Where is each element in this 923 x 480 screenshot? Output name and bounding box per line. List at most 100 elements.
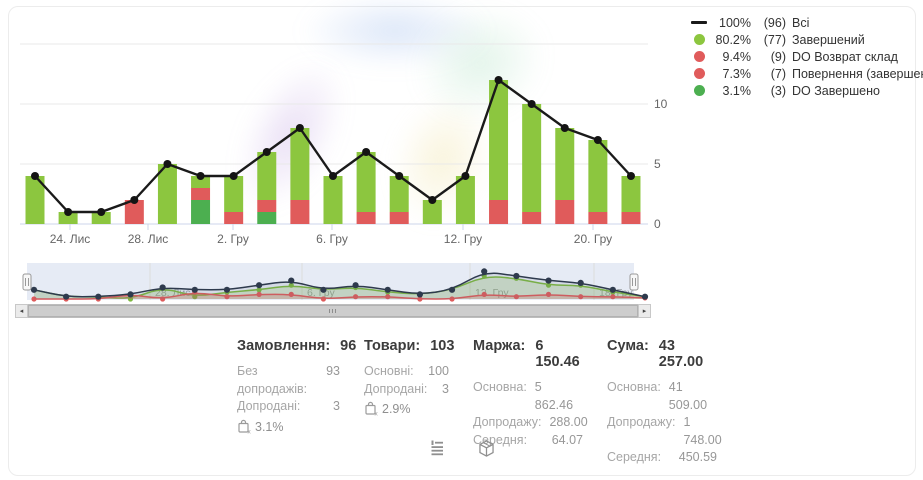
legend-percent: 80.2% xyxy=(715,32,751,47)
bar-segment[interactable] xyxy=(555,200,575,224)
scrollbar-track[interactable] xyxy=(28,304,638,318)
sum-row-value: 450.59 xyxy=(678,450,717,464)
margin-title: Маржа: xyxy=(473,338,526,354)
nav-total-series-point xyxy=(256,282,263,289)
goods-title: Товари: xyxy=(364,338,421,354)
legend-label: DO Возврат склад xyxy=(792,49,898,64)
bar-segment[interactable] xyxy=(191,200,211,224)
x-axis-label: 12. Гру xyxy=(444,232,482,246)
bar-segment[interactable] xyxy=(323,176,343,224)
legend-item[interactable]: 7.3% (7) Повернення (завершений) xyxy=(690,65,923,82)
legend-dot-icon xyxy=(690,85,708,96)
bar-segment[interactable] xyxy=(191,176,211,188)
bar-segment[interactable] xyxy=(489,200,509,224)
bar-segment[interactable] xyxy=(555,128,575,200)
bar-segment[interactable] xyxy=(290,200,310,224)
margin-row-label: Середня: xyxy=(473,432,528,447)
legend-dot-icon xyxy=(690,68,708,79)
bar-segment[interactable] xyxy=(257,152,277,200)
nav-returns-series-point xyxy=(352,294,359,300)
bar-segment[interactable] xyxy=(257,200,277,212)
navigator-right-handle[interactable] xyxy=(629,273,639,291)
line-point[interactable] xyxy=(560,124,569,132)
bar-segment[interactable] xyxy=(257,212,277,224)
bar-segment[interactable] xyxy=(25,176,45,224)
legend-percent: 7.3% xyxy=(722,66,752,81)
line-point[interactable] xyxy=(461,172,470,180)
nav-returns-series-point xyxy=(417,296,423,302)
nav-completed-series-area xyxy=(34,276,645,299)
nav-returns-series-point xyxy=(385,294,391,300)
x-axis-label: 2. Гру xyxy=(217,232,249,246)
bar-segment[interactable] xyxy=(356,152,376,212)
line-point[interactable] xyxy=(362,148,371,156)
line-point[interactable] xyxy=(229,172,238,180)
list-view-button[interactable] xyxy=(425,436,449,460)
bar-segment[interactable] xyxy=(422,200,442,224)
scrollbar-thumb[interactable] xyxy=(28,305,638,317)
bar-segment[interactable] xyxy=(389,176,409,212)
line-point[interactable] xyxy=(163,160,172,168)
margin-row-value: 5 862.46 xyxy=(534,380,574,412)
scrollbar-left-arrow-icon[interactable]: ◂ xyxy=(15,304,28,318)
bar-segment[interactable] xyxy=(124,200,144,224)
x-axis-label: 24. Лис xyxy=(50,232,91,246)
navigator-scrollbar[interactable]: ◂ ▸ xyxy=(15,304,651,318)
bar-segment[interactable] xyxy=(522,104,542,212)
legend-label: Всі xyxy=(792,15,810,30)
line-point[interactable] xyxy=(328,172,337,180)
line-point[interactable] xyxy=(262,148,271,156)
bar-segment[interactable] xyxy=(224,176,244,212)
line-point[interactable] xyxy=(395,172,404,180)
bar-segment[interactable] xyxy=(588,212,608,224)
bar-segment[interactable] xyxy=(290,128,310,200)
legend-item[interactable]: 80.2% (77) Завершений xyxy=(690,31,920,48)
stat-sum: Сума: 43 257.00 Основна: 41 509.00 Допро… xyxy=(607,338,722,467)
legend-item[interactable]: 3.1% (3) DO Завершено xyxy=(690,82,920,99)
scrollbar-grip-icon xyxy=(329,309,337,313)
bar-segment[interactable] xyxy=(224,212,244,224)
line-point[interactable] xyxy=(64,208,73,216)
line-point[interactable] xyxy=(494,76,503,84)
bar-segment[interactable] xyxy=(621,212,641,224)
bar-segment[interactable] xyxy=(455,176,475,224)
svg-text:x: x xyxy=(375,411,379,417)
line-point[interactable] xyxy=(527,100,536,108)
bar-segment[interactable] xyxy=(58,212,78,224)
bar-segment[interactable] xyxy=(489,80,509,200)
bar-segment[interactable] xyxy=(588,140,608,212)
main-chart: 24. Лис 28. Лис 2. Гру 6. Гру 12. Гру 20. Гру… xyxy=(20,43,668,246)
nav-total-series-point xyxy=(223,286,231,293)
view-toggle-buttons xyxy=(0,436,923,460)
legend-item[interactable]: 100% (96) Всі xyxy=(690,14,920,31)
products-view-button[interactable] xyxy=(475,436,499,460)
scrollbar-right-arrow-icon[interactable]: ▸ xyxy=(638,304,651,318)
nav-completed-series-point xyxy=(545,282,552,288)
line-point[interactable] xyxy=(428,196,437,204)
x-axis-label: 20. Гру xyxy=(574,232,612,246)
bar-segment[interactable] xyxy=(356,212,376,224)
legend-count: (7) xyxy=(770,66,786,81)
line-point[interactable] xyxy=(130,196,139,204)
line-point[interactable] xyxy=(593,136,602,144)
line-point[interactable] xyxy=(626,172,635,180)
bar-segment[interactable] xyxy=(191,188,211,200)
legend-item[interactable]: 9.4% (9) DO Возврат склад xyxy=(690,48,920,65)
bar-segment[interactable] xyxy=(157,164,177,224)
bar-segment[interactable] xyxy=(621,176,641,212)
goods-value: 103 xyxy=(430,338,455,354)
nav-completed-series-point xyxy=(127,296,134,302)
nav-total-series-point xyxy=(448,286,456,293)
line-point[interactable] xyxy=(295,124,304,132)
line-point[interactable] xyxy=(31,172,39,180)
line-point[interactable] xyxy=(97,208,106,216)
bar-segment[interactable] xyxy=(389,212,409,224)
line-point[interactable] xyxy=(196,172,205,180)
goods-row-label: Допродані: xyxy=(364,381,428,396)
nav-returns-series-point xyxy=(31,296,37,302)
navigator-left-handle[interactable] xyxy=(22,273,32,291)
bar-segment[interactable] xyxy=(91,212,111,224)
stat-margin: Маржа: 6 150.46 Основна: 5 862.46 Допрод… xyxy=(473,338,588,467)
bar-segment[interactable] xyxy=(522,212,542,224)
